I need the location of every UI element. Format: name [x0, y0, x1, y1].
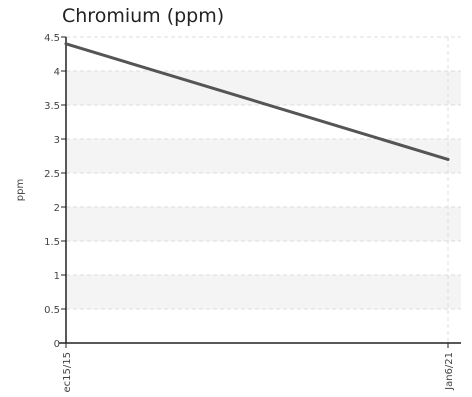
y-ticks: 0 0.5 1 1.5 2 2.5 3 3.5 4 4.5 — [44, 33, 66, 350]
y-tick-label: 2 — [54, 203, 60, 214]
background-band — [66, 275, 461, 309]
y-tick-label: 3.5 — [44, 101, 60, 112]
y-tick-label: 3 — [54, 135, 60, 146]
background-band — [66, 71, 461, 105]
y-tick-label: 1.5 — [44, 237, 60, 248]
y-tick-label: 0.5 — [44, 305, 60, 316]
y-tick-label: 2.5 — [44, 169, 60, 180]
axes — [59, 37, 461, 344]
data-point — [446, 157, 450, 161]
chart-title: Chromium (ppm) — [62, 5, 225, 27]
data-point — [64, 42, 68, 46]
background-band — [66, 207, 461, 241]
x-ticks: ec15/15 Jan6/21 — [62, 343, 455, 392]
y-tick-label: 1 — [54, 271, 60, 282]
x-tick-label: Jan6/21 — [444, 352, 455, 391]
series-line — [64, 42, 450, 161]
y-axis-label: ppm — [15, 179, 26, 201]
background-bands — [66, 71, 461, 309]
y-tick-label: 0 — [54, 339, 60, 350]
y-tick-label: 4 — [54, 67, 60, 78]
series — [64, 42, 450, 161]
y-tick-label: 4.5 — [44, 33, 60, 44]
x-tick-label: ec15/15 — [62, 352, 73, 392]
